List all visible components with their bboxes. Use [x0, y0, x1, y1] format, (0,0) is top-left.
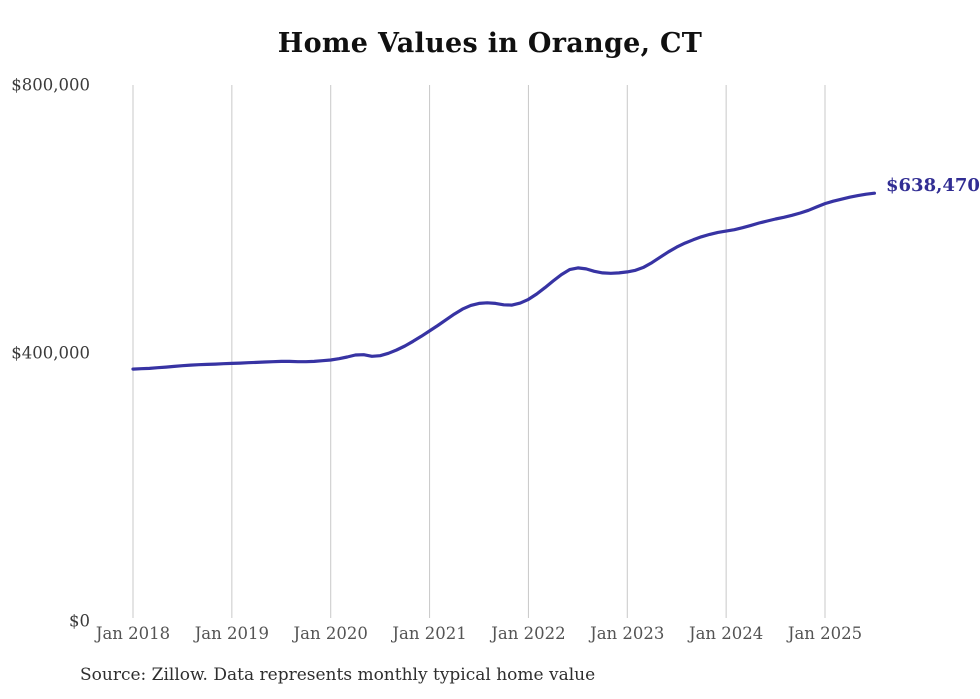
y-tick-label-0: $0 — [69, 612, 90, 631]
x-tick-label-2018-01: Jan 2018 — [94, 624, 170, 643]
source-attribution: Source: Zillow. Data represents monthly … — [80, 665, 596, 685]
x-tick-label-2019-01: Jan 2019 — [193, 624, 269, 643]
x-tick-label-2021-01: Jan 2021 — [390, 624, 466, 643]
y-tick-label-800000: $800,000 — [11, 76, 90, 95]
x-tick-label-2025-01: Jan 2025 — [786, 624, 862, 643]
x-tick-label-2022-01: Jan 2022 — [489, 624, 565, 643]
home-value-series-line — [131, 191, 876, 371]
x-tick-label-2024-01: Jan 2024 — [687, 624, 763, 643]
chart-title: Home Values in Orange, CT — [277, 28, 703, 59]
y-tick-label-400000: $400,000 — [11, 344, 90, 363]
latest-value-label: $638,470 — [886, 175, 980, 196]
x-tick-label-2023-01: Jan 2023 — [588, 624, 664, 643]
x-tick-label-2020-01: Jan 2020 — [292, 624, 368, 643]
